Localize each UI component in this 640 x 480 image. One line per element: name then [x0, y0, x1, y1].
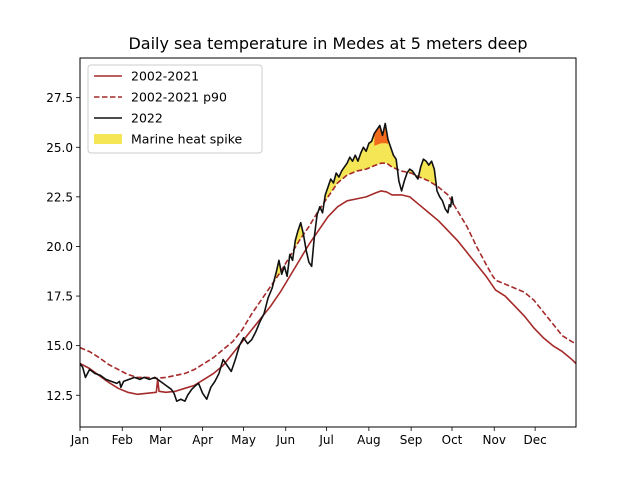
x-tick-label: Dec [524, 433, 547, 447]
chart-title: Daily sea temperature in Medes at 5 mete… [128, 34, 527, 53]
x-tick-label: Jun [275, 433, 295, 447]
x-tick-label: Jan [70, 433, 90, 447]
x-tick-label: Sep [400, 433, 423, 447]
legend-label-p90: 2002-2021 p90 [131, 90, 227, 105]
x-tick-label: Nov [483, 433, 506, 447]
x-tick-label: Aug [357, 433, 380, 447]
heat-spike-area [418, 159, 437, 186]
series-line-baseline [80, 190, 576, 396]
heat-spike-area [294, 222, 303, 249]
x-tick-label: Feb [112, 433, 133, 447]
series-line-2022 [80, 122, 455, 403]
series-lines [80, 122, 576, 403]
y-tick-label: 25.0 [46, 141, 73, 155]
x-tick-label: May [231, 433, 256, 447]
y-tick-label: 12.5 [46, 389, 73, 403]
legend-label-spike: Marine heat spike [131, 132, 243, 147]
x-tick-label: Jul [318, 433, 333, 447]
legend: 2002-2021 2002-2021 p90 2022 Marine heat sp… [87, 64, 263, 154]
y-tick-label: 17.5 [46, 290, 73, 304]
plot-frame [79, 57, 577, 428]
y-tick-label: 22.5 [46, 190, 73, 204]
y-tick-label: 15.0 [46, 339, 73, 353]
y-tick-label: 27.5 [46, 91, 73, 105]
y-tick-label: 20.0 [46, 240, 73, 254]
x-tick-label: Apr [192, 433, 213, 447]
heat-spike-fills [153, 123, 453, 379]
legend-swatch-spike [94, 134, 122, 144]
legend-label-baseline: 2002-2021 [131, 69, 199, 84]
x-tick-label: Oct [442, 433, 463, 447]
legend-box [87, 64, 263, 154]
x-tick-label: Mar [149, 433, 172, 447]
legend-label-2022: 2022 [131, 111, 163, 126]
x-axis: Jan Feb Mar Apr May Jun Jul Aug Sep Oct Nov Dec [70, 427, 547, 447]
y-axis: 12.5 15.0 17.5 20.0 22.5 25.0 27.5 [46, 91, 80, 403]
